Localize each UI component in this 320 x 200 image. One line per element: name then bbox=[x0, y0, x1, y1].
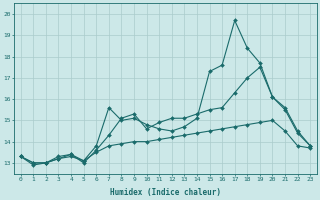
X-axis label: Humidex (Indice chaleur): Humidex (Indice chaleur) bbox=[110, 188, 221, 197]
